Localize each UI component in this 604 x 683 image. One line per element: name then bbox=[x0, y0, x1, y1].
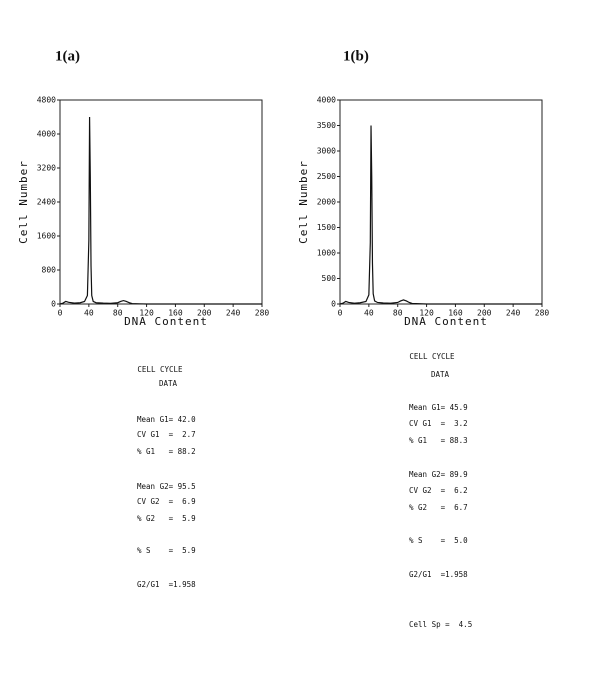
x-tick-label: 80 bbox=[393, 309, 403, 318]
x-tick-label: 240 bbox=[506, 309, 521, 318]
y-tick-label: 4800 bbox=[37, 96, 56, 105]
stats-line: CV G1 = 2.7 bbox=[137, 430, 196, 439]
x-tick-label: 280 bbox=[535, 309, 550, 318]
stats-line: CV G2 = 6.9 bbox=[137, 497, 196, 506]
stats-line: CV G1 = 3.2 bbox=[409, 419, 468, 428]
y-tick-label: 500 bbox=[322, 274, 337, 283]
y-tick-label: 0 bbox=[331, 300, 336, 309]
stats-line: DATA bbox=[431, 370, 450, 379]
stats-line: G2/G1 =1.958 bbox=[137, 580, 196, 589]
stats-line: Mean G2= 89.9 bbox=[409, 470, 468, 479]
x-tick-label: 200 bbox=[197, 309, 212, 318]
chart-title: 1(b) bbox=[343, 48, 369, 64]
y-tick-label: 4000 bbox=[317, 96, 336, 105]
x-tick-label: 240 bbox=[226, 309, 241, 318]
y-tick-label: 3000 bbox=[317, 147, 336, 156]
y-tick-label: 3200 bbox=[37, 164, 56, 173]
y-tick-label: 1000 bbox=[317, 249, 336, 258]
x-tick-label: 280 bbox=[255, 309, 270, 318]
stats-line: % S = 5.9 bbox=[137, 546, 196, 555]
x-tick-label: 160 bbox=[168, 309, 183, 318]
stats-line: Mean G2= 95.5 bbox=[137, 482, 196, 491]
stats-line: % S = 5.0 bbox=[409, 536, 468, 545]
stats-line: DATA bbox=[159, 379, 178, 388]
chart-title: 1(a) bbox=[55, 48, 80, 64]
x-axis-label: DNA Content bbox=[404, 315, 488, 328]
stats-line: G2/G1 =1.958 bbox=[409, 570, 468, 579]
histogram-trace bbox=[59, 116, 262, 305]
stats-line: CELL CYCLE bbox=[137, 365, 183, 374]
x-tick-label: 0 bbox=[338, 309, 343, 318]
x-axis-label: DNA Content bbox=[124, 315, 208, 328]
x-tick-label: 0 bbox=[58, 309, 63, 318]
y-tick-label: 2000 bbox=[317, 198, 336, 207]
x-tick-label: 40 bbox=[84, 309, 94, 318]
y-tick-label: 1500 bbox=[317, 223, 336, 232]
x-tick-label: 40 bbox=[364, 309, 374, 318]
y-tick-label: 800 bbox=[42, 266, 57, 275]
y-axis-label: Cell Number bbox=[17, 160, 30, 244]
y-tick-label: 0 bbox=[51, 300, 56, 309]
stats-line: % G1 = 88.3 bbox=[409, 436, 468, 445]
y-tick-label: 2500 bbox=[317, 172, 336, 181]
y-tick-label: 1600 bbox=[37, 232, 56, 241]
y-axis-label: Cell Number bbox=[297, 160, 310, 244]
stats-line: Mean G1= 45.9 bbox=[409, 403, 468, 412]
stats-line: Cell Sp = 4.5 bbox=[409, 620, 472, 629]
stats-line: % G2 = 5.9 bbox=[137, 514, 196, 523]
stats-line: CV G2 = 6.2 bbox=[409, 486, 468, 495]
stats-line: Mean G1= 42.0 bbox=[137, 415, 196, 424]
y-tick-label: 3500 bbox=[317, 121, 336, 130]
histogram-trace bbox=[339, 125, 542, 305]
x-tick-label: 120 bbox=[139, 309, 154, 318]
y-tick-label: 4000 bbox=[37, 130, 56, 139]
x-tick-label: 200 bbox=[477, 309, 492, 318]
stats-line: % G1 = 88.2 bbox=[137, 447, 196, 456]
x-tick-label: 80 bbox=[113, 309, 123, 318]
x-tick-label: 160 bbox=[448, 309, 463, 318]
stats-line: CELL CYCLE bbox=[409, 352, 455, 361]
x-tick-label: 120 bbox=[419, 309, 434, 318]
y-tick-label: 2400 bbox=[37, 198, 56, 207]
stats-line: % G2 = 6.7 bbox=[409, 503, 468, 512]
